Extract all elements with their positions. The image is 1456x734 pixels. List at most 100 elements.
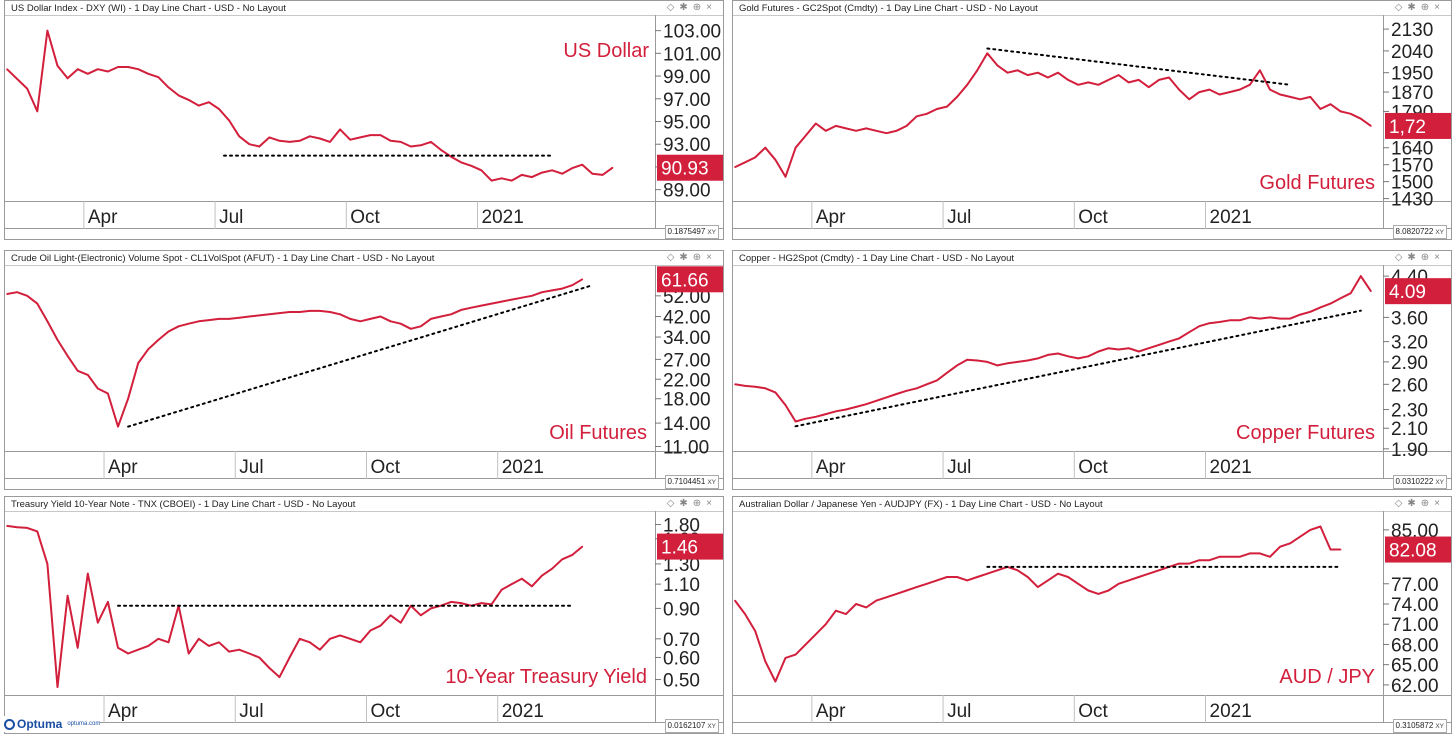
data-point: [1339, 297, 1342, 300]
data-point: [845, 613, 847, 615]
data-point: [430, 318, 432, 320]
data-point: [774, 680, 777, 683]
xy-toggle-icon[interactable]: XY: [707, 229, 716, 236]
data-point: [571, 167, 574, 169]
series-label: US Dollar: [563, 40, 649, 62]
data-point: [480, 602, 483, 604]
xy-toggle-icon[interactable]: XY: [1435, 479, 1444, 486]
data-point: [389, 614, 392, 617]
panel-toolbar-icons[interactable]: ◇✱⊕×: [1394, 498, 1445, 509]
data-point: [1037, 71, 1039, 74]
data-point: [359, 641, 362, 644]
data-point: [410, 328, 412, 330]
chart-panel[interactable]: Treasury Yield 10-Year Note - TNX (CBOEI…: [4, 496, 724, 734]
x-tick-label: Jul: [239, 457, 263, 478]
data-point: [815, 633, 817, 636]
chart-panel[interactable]: Gold Futures - GC2Spot (Cmdty) - 1 Day L…: [732, 0, 1452, 240]
data-point: [137, 68, 139, 70]
data-point: [16, 291, 18, 293]
data-point: [238, 135, 240, 138]
data-point: [56, 339, 59, 341]
data-point: [946, 105, 948, 108]
data-point: [804, 134, 807, 137]
chart-panel[interactable]: Copper - HG2Spot (Cmdty) - 1 Day Line Ch…: [732, 250, 1452, 490]
panel-toolbar-icons[interactable]: ◇✱⊕×: [1394, 252, 1445, 263]
data-point: [571, 284, 574, 286]
line-chart[interactable]: 52.0042.0034.0027.0022.0018.0014.0011.00…: [5, 251, 724, 490]
xy-toggle-icon[interactable]: XY: [707, 723, 716, 730]
data-point: [167, 86, 170, 89]
line-chart[interactable]: 85.0077.0074.0071.0068.0065.0062.0082.08…: [733, 497, 1452, 734]
data-point: [1329, 103, 1332, 105]
scale-value: 0.7104451: [667, 477, 706, 486]
x-tick-label: Apr: [816, 207, 846, 228]
xy-toggle-icon[interactable]: XY: [1435, 229, 1444, 236]
data-point: [1148, 347, 1150, 349]
data-point: [1016, 569, 1019, 572]
data-point: [1339, 548, 1342, 551]
data-point: [187, 99, 190, 101]
y-tick-label: 2.10: [1391, 419, 1428, 440]
data-point: [1299, 313, 1302, 316]
data-point: [936, 579, 938, 582]
x-tick-label: Oct: [1078, 457, 1108, 478]
data-point: [26, 295, 29, 297]
y-tick-label: 18.00: [663, 390, 711, 411]
brand-name: Optuma: [17, 717, 63, 731]
data-point: [36, 302, 39, 305]
data-point: [258, 314, 261, 317]
panel-toolbar-icons[interactable]: ◇✱⊕×: [666, 252, 717, 263]
y-tick-label: 1.10: [663, 575, 700, 596]
xy-toggle-icon[interactable]: XY: [1435, 723, 1444, 730]
data-point: [986, 52, 989, 55]
data-point: [329, 141, 331, 143]
panel-toolbar-icons[interactable]: ◇✱⊕×: [1394, 2, 1445, 13]
x-tick-label: Oct: [350, 207, 380, 228]
data-point: [6, 68, 8, 70]
scale-value: 0.1875497: [667, 227, 706, 236]
data-point: [228, 119, 230, 122]
data-point: [410, 145, 412, 148]
last-value-label: 4.09: [1389, 282, 1426, 303]
panel-title: Australian Dollar / Japanese Yen - AUDJP…: [739, 499, 1103, 510]
data-point: [440, 149, 442, 151]
last-value-label: 1.46: [661, 538, 698, 559]
line-chart[interactable]: 103.00101.0099.0097.0095.0093.0091.0089.…: [5, 1, 724, 240]
panel-header-divider: [5, 265, 723, 266]
x-tick-label: 2021: [482, 207, 524, 228]
xy-toggle-icon[interactable]: XY: [707, 479, 716, 486]
data-point: [1067, 79, 1069, 81]
last-value-label: 90.93: [661, 159, 709, 180]
data-point: [875, 400, 878, 402]
data-point: [865, 606, 867, 609]
data-point: [1097, 593, 1100, 595]
y-tick-label: 1.80: [663, 516, 700, 537]
scale-strip-divider: [733, 722, 1451, 723]
data-point: [1188, 331, 1190, 333]
brand-logo: Optuma optuma.com: [4, 716, 101, 732]
data-point: [1117, 74, 1120, 76]
data-point: [46, 563, 49, 565]
line-chart[interactable]: 1.801.601.301.100.900.700.600.501.46AprJ…: [5, 497, 724, 734]
data-point: [369, 134, 372, 136]
data-point: [905, 125, 908, 127]
y-tick-label: 1640: [1391, 139, 1433, 160]
data-point: [754, 630, 756, 632]
data-point: [56, 65, 59, 67]
data-point: [420, 325, 422, 328]
data-point: [956, 96, 958, 98]
line-chart[interactable]: 2130204019501870179016401570150014301,72…: [733, 1, 1452, 240]
panel-toolbar-icons[interactable]: ◇✱⊕×: [666, 498, 717, 509]
data-point: [1138, 79, 1140, 81]
data-point: [895, 593, 898, 595]
panel-toolbar-icons[interactable]: ◇✱⊕×: [666, 2, 717, 13]
chart-panel[interactable]: US Dollar Index - DXY (WI) - 1 Day Line …: [4, 0, 724, 240]
data-point: [97, 621, 99, 624]
data-point: [379, 134, 382, 136]
data-point: [309, 641, 311, 644]
dotted-trendline: [986, 47, 1292, 86]
chart-panel[interactable]: Crude Oil Light-(Electronic) Volume Spot…: [4, 250, 724, 490]
chart-panel[interactable]: Australian Dollar / Japanese Yen - AUDJP…: [732, 496, 1452, 734]
data-point: [218, 318, 220, 320]
